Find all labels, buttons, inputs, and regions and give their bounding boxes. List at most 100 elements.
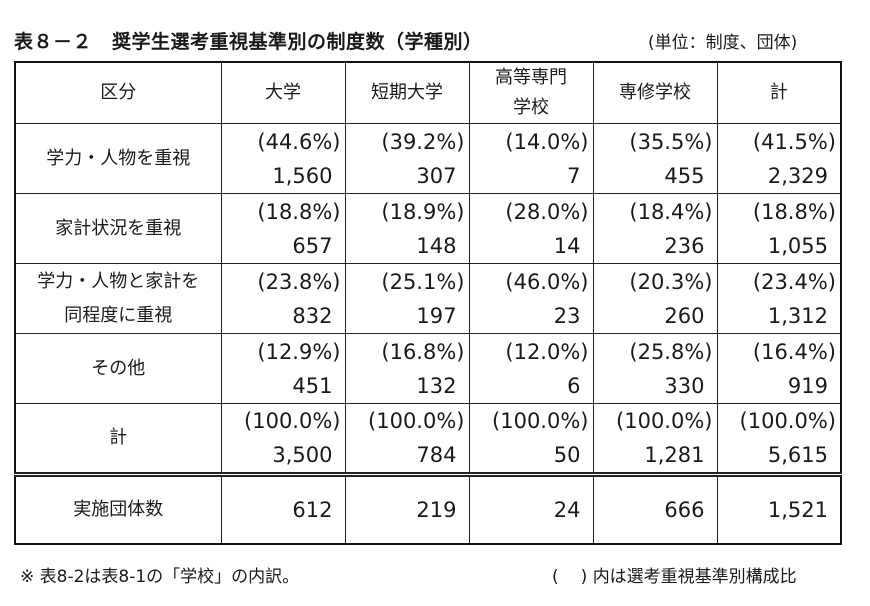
table-row: 学力・人物を重視 (44.6%) 1,560 (39.2%) 307 (14.0%)… (14, 123, 842, 194)
header-technical-college: 高等専門 学校 (468, 61, 594, 124)
percentage: (16.8%) (381, 339, 465, 364)
footnote-left: ※ 表8-2は表8-1の「学校」の内訳。 (20, 567, 300, 587)
row-label-line1: 学力・人物を重視 (46, 147, 191, 169)
percentage: (18.8%) (257, 199, 341, 224)
count: 1,560 (272, 163, 333, 188)
header-total: 計 (716, 61, 842, 124)
count: 260 (664, 303, 705, 328)
percentage: (39.2%) (381, 129, 465, 154)
data-cell: (41.5%) 2,329 (716, 123, 842, 194)
count: 50 (553, 443, 581, 467)
data-cell: (100.0%) 1,281 (592, 403, 718, 475)
data-cell: (28.0%) 14 (468, 193, 594, 264)
percentage: (23.8%) (257, 269, 341, 294)
table-title-text: 奨学生選考重視基準別の制度数（学種別） (112, 31, 483, 53)
percentage: (25.1%) (381, 269, 465, 294)
percentage: (18.8%) (752, 199, 836, 224)
percentage: (18.4%) (629, 199, 713, 224)
row-label: 計 (14, 403, 222, 475)
table-row: 学力・人物と家計を 同程度に重視 (23.8%) 832 (25.1%) 197 (4… (14, 263, 842, 334)
row-label: 家計状況を重視 (14, 193, 222, 264)
data-cell: (100.0%) 50 (468, 403, 594, 475)
count: 784 (416, 443, 457, 467)
row-label-line1: その他 (91, 357, 146, 379)
header-row: 区分 大学 短期大学 高等専門学校 専修学校 計 (14, 61, 842, 124)
row-label-line1: 家計状況を重視 (55, 217, 182, 239)
data-cell: (16.8%) 132 (344, 333, 470, 404)
header-technical-college-line2: 学校 (513, 97, 549, 118)
table-number: 表８－２ (14, 31, 93, 53)
data-cell: (18.8%) 1,055 (716, 193, 842, 264)
count: 2,329 (767, 163, 828, 188)
header-university: 大学 (220, 61, 346, 124)
implementing-orgs-row: 実施団体数 612 219 24 666 1,521 (14, 472, 842, 545)
data-cell: (46.0%) 23 (468, 263, 594, 334)
data-cell: (14.0%) 7 (468, 123, 594, 194)
table-title: 表８－２ 奨学生選考重視基準別の制度数（学種別） (14, 27, 483, 54)
count: 1,055 (767, 233, 828, 258)
percentage: (18.9%) (381, 199, 465, 224)
percentage: (44.6%) (257, 129, 341, 154)
percentage: (23.4%) (752, 269, 836, 294)
data-cell: (20.3%) 260 (592, 263, 718, 334)
count: 3,500 (272, 443, 333, 467)
count: 657 (292, 233, 333, 258)
row-label-line1: 計 (109, 427, 128, 448)
row-label: 学力・人物を重視 (14, 123, 222, 194)
data-table: 区分 大学 短期大学 高等専門学校 専修学校 計 学力・人物を重視 (44.6%… (14, 61, 842, 545)
count: 451 (292, 373, 333, 398)
data-cell: (100.0%) 784 (344, 403, 470, 475)
percentage: (100.0%) (616, 409, 713, 433)
data-cell: (18.4%) 236 (592, 193, 718, 264)
count: 197 (416, 303, 457, 328)
table-row: 家計状況を重視 (18.8%) 657 (18.9%) 148 (28.0%) 14 … (14, 193, 842, 264)
header-vocational-school: 専修学校 (592, 61, 718, 124)
data-cell: (23.8%) 832 (220, 263, 346, 334)
header-technical-college-line1: 高等専門 (495, 67, 567, 88)
percentage: (12.0%) (505, 339, 589, 364)
row-label-line1: 学力・人物と家計を (37, 270, 200, 292)
count: 919 (787, 373, 828, 398)
percentage: (28.0%) (505, 199, 589, 224)
total-row: 計 (100.0%) 3,500 (100.0%) 784 (100.0%) 50 (… (14, 403, 842, 475)
footnote-right-text: 内は選考重視基準別構成比 (592, 567, 797, 587)
data-cell: (18.8%) 657 (220, 193, 346, 264)
data-cell: 612 (220, 472, 346, 545)
row-label-line2: 同程度に重視 (64, 304, 173, 326)
header-junior-college: 短期大学 (344, 61, 470, 124)
count: 132 (416, 373, 457, 398)
paren-close: ) (580, 567, 588, 587)
data-cell: (25.8%) 330 (592, 333, 718, 404)
percentage: (12.9%) (257, 339, 341, 364)
count: 236 (664, 233, 705, 258)
count: 23 (553, 303, 581, 328)
count: 1,312 (767, 303, 828, 328)
footnote-right: () 内は選考重視基準別構成比 (552, 562, 797, 587)
paren-open: ( (552, 567, 559, 587)
data-cell: (12.9%) 451 (220, 333, 346, 404)
data-cell: 24 (468, 472, 594, 545)
percentage: (100.0%) (739, 409, 836, 433)
header-category: 区分 (14, 61, 222, 124)
count: 330 (664, 373, 705, 398)
data-cell: 1,521 (716, 472, 842, 545)
data-cell: (39.2%) 307 (344, 123, 470, 194)
row-label: 学力・人物と家計を 同程度に重視 (14, 263, 222, 334)
count: 14 (553, 233, 581, 258)
count: 1,281 (644, 443, 705, 467)
data-cell: (23.4%) 1,312 (716, 263, 842, 334)
count: 7 (567, 163, 581, 188)
row-label: 実施団体数 (14, 472, 222, 545)
count: 6 (567, 373, 581, 398)
percentage: (100.0%) (492, 409, 589, 433)
count: 455 (664, 163, 705, 188)
percentage: (46.0%) (505, 269, 589, 294)
unit-label: (単位：制度、団体) (648, 33, 798, 53)
data-cell: (44.6%) 1,560 (220, 123, 346, 194)
percentage: (16.4%) (752, 339, 836, 364)
data-cell: (25.1%) 197 (344, 263, 470, 334)
data-cell: (100.0%) 3,500 (220, 403, 346, 475)
percentage: (100.0%) (244, 409, 341, 433)
data-cell: (35.5%) 455 (592, 123, 718, 194)
count: 832 (292, 303, 333, 328)
